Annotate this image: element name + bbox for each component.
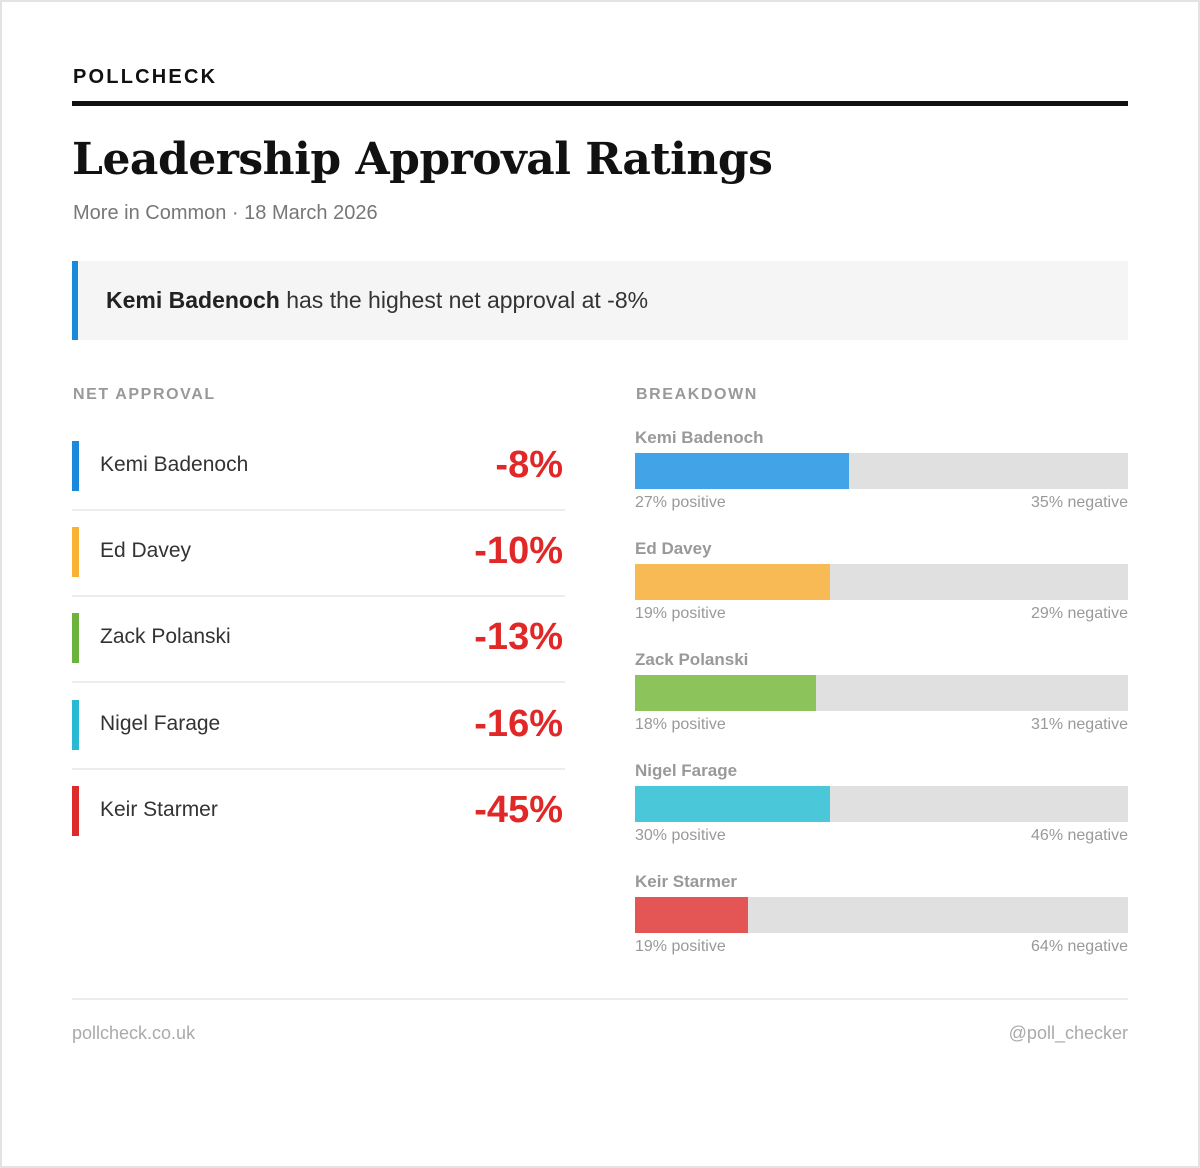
net-color-marker: [72, 527, 79, 577]
net-approval-heading: NET APPROVAL: [73, 386, 216, 403]
callout-text: Kemi Badenoch has the highest net approv…: [106, 287, 648, 314]
breakdown-bar-track: [635, 786, 1128, 822]
net-row-name: Ed Davey: [100, 539, 192, 562]
breakdown-bar-track: [635, 897, 1128, 933]
breakdown-heading: BREAKDOWN: [636, 386, 758, 403]
breakdown-name: Zack Polanski: [635, 650, 749, 669]
negative-label: 31% negative: [1031, 716, 1128, 733]
net-row-name: Keir Starmer: [100, 798, 218, 821]
breakdown-bar-positive: [635, 786, 830, 822]
breakdown-bar-positive: [635, 564, 830, 600]
positive-label: 18% positive: [635, 716, 726, 733]
positive-label: 27% positive: [635, 494, 726, 511]
net-row-name: Zack Polanski: [100, 625, 231, 648]
net-value: -45%: [474, 789, 563, 831]
breakdown-item: Nigel Farage 30% positive 46% negative: [635, 761, 1128, 861]
positive-label: 19% positive: [635, 605, 726, 622]
net-value: -16%: [474, 703, 563, 745]
net-row: Ed Davey -10%: [72, 511, 565, 597]
net-row-name: Nigel Farage: [100, 712, 221, 735]
page-title: Leadership Approval Ratings: [72, 134, 773, 185]
net-row: Zack Polanski -13%: [72, 597, 565, 683]
net-row: Keir Starmer -45%: [72, 770, 565, 856]
breakdown-bar-positive: [635, 675, 816, 711]
breakdown-item: Keir Starmer 19% positive 64% negative: [635, 872, 1128, 972]
negative-label: 46% negative: [1031, 827, 1128, 844]
highlight-callout: Kemi Badenoch has the highest net approv…: [72, 261, 1128, 340]
net-row: Nigel Farage -16%: [72, 684, 565, 770]
callout-message: has the highest net approval at -8%: [279, 287, 649, 313]
breakdown-item: Kemi Badenoch 27% positive 35% negative: [635, 428, 1128, 528]
breakdown-name: Nigel Farage: [635, 761, 738, 780]
breakdown-bar-track: [635, 453, 1128, 489]
breakdown-bar-track: [635, 675, 1128, 711]
breakdown-name: Keir Starmer: [635, 872, 738, 891]
breakdown-item: Ed Davey 19% positive 29% negative: [635, 539, 1128, 639]
positive-label: 19% positive: [635, 938, 726, 955]
page-subtitle: More in Common · 18 March 2026: [73, 202, 378, 224]
breakdown-bar-positive: [635, 453, 849, 489]
breakdown-bar-track: [635, 564, 1128, 600]
footer-rule: [72, 998, 1128, 1000]
net-row: Kemi Badenoch -8%: [72, 425, 565, 511]
breakdown-name: Ed Davey: [635, 539, 712, 558]
net-color-marker: [72, 700, 79, 750]
net-value: -13%: [474, 616, 563, 658]
negative-label: 64% negative: [1031, 938, 1128, 955]
brand-logo: POLLCHECK: [73, 66, 218, 88]
net-color-marker: [72, 786, 79, 836]
row-divider: [72, 509, 565, 511]
net-value: -8%: [495, 444, 563, 486]
breakdown-name: Kemi Badenoch: [635, 428, 764, 447]
negative-label: 29% negative: [1031, 605, 1128, 622]
row-divider: [72, 595, 565, 597]
negative-label: 35% negative: [1031, 494, 1128, 511]
net-color-marker: [72, 441, 79, 491]
footer-handle-link[interactable]: @poll_checker: [1008, 1023, 1128, 1043]
row-divider: [72, 681, 565, 683]
net-color-marker: [72, 613, 79, 663]
positive-label: 30% positive: [635, 827, 726, 844]
breakdown-item: Zack Polanski 18% positive 31% negative: [635, 650, 1128, 750]
header-rule: [72, 101, 1128, 106]
net-value: -10%: [474, 530, 563, 572]
footer-site-link[interactable]: pollcheck.co.uk: [72, 1023, 196, 1043]
net-row-name: Kemi Badenoch: [100, 453, 249, 476]
row-divider: [72, 768, 565, 770]
breakdown-bar-positive: [635, 897, 748, 933]
callout-name: Kemi Badenoch: [106, 287, 280, 313]
